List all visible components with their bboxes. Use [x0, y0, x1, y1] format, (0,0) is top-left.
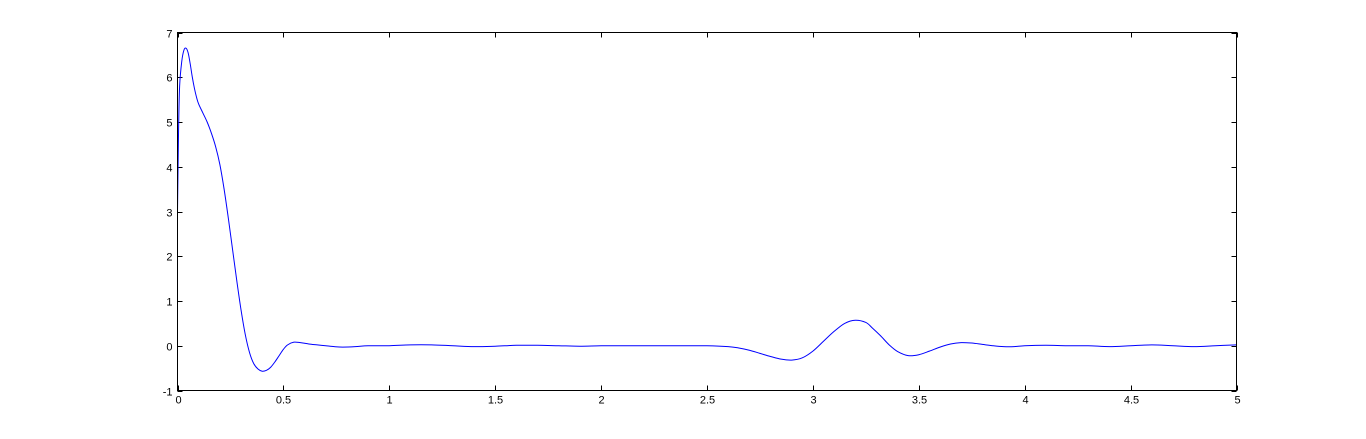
axes-box: [177, 32, 1237, 391]
y-tick-label: 1: [166, 297, 172, 309]
x-tick-label: 3: [810, 395, 816, 407]
y-tick-label: 7: [166, 29, 172, 41]
y-tick-label: 5: [166, 118, 172, 130]
y-tick-label: 3: [166, 208, 172, 220]
axes-background: [177, 32, 1236, 390]
x-tick-label: 1: [386, 395, 392, 407]
x-tick-label: 3.5: [912, 395, 927, 407]
y-tick-label: 4: [166, 163, 172, 175]
x-tick-label: 0.5: [276, 395, 291, 407]
y-tick-label: 2: [166, 252, 172, 264]
series-line: [177, 47, 1237, 372]
x-tick-label: 0: [175, 395, 181, 407]
y-tick-label: 0: [166, 342, 172, 354]
y-tick-label: 6: [166, 73, 172, 85]
y-tick-label: -1: [163, 387, 173, 399]
x-tick-label: 1.5: [488, 395, 503, 407]
x-tick-label: 4.5: [1124, 395, 1139, 407]
x-tick-label: 5: [1234, 395, 1240, 407]
x-tick-label: 2.5: [700, 395, 715, 407]
x-tick-label: 2: [598, 395, 604, 407]
x-tick-label: 4: [1022, 395, 1028, 407]
